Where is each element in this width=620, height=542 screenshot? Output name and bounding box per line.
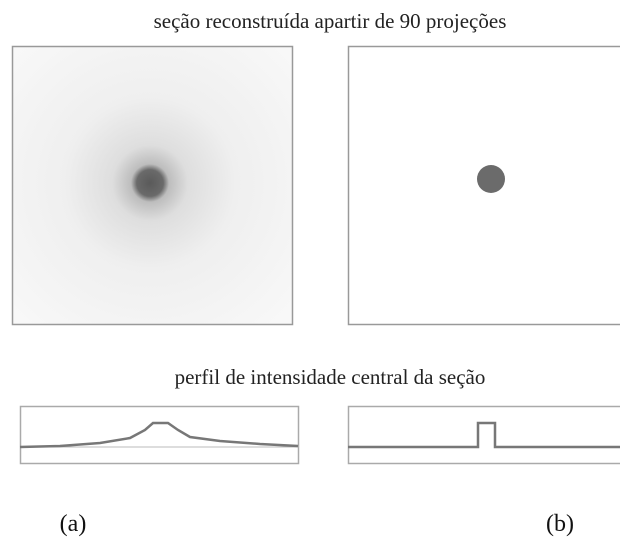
figure: seção reconstruída apartir de 90 projeçõ… [0, 0, 620, 542]
panel-label: (a) [60, 511, 87, 537]
profile-caption: perfil de intensidade central da seção [175, 365, 486, 389]
object-dot [477, 165, 505, 193]
title: seção reconstruída apartir de 90 projeçõ… [154, 9, 507, 33]
panel-label: (b) [546, 511, 574, 537]
reconstruction-a [13, 47, 293, 325]
profile-box-b [349, 407, 620, 464]
profile-box-a [21, 407, 299, 464]
